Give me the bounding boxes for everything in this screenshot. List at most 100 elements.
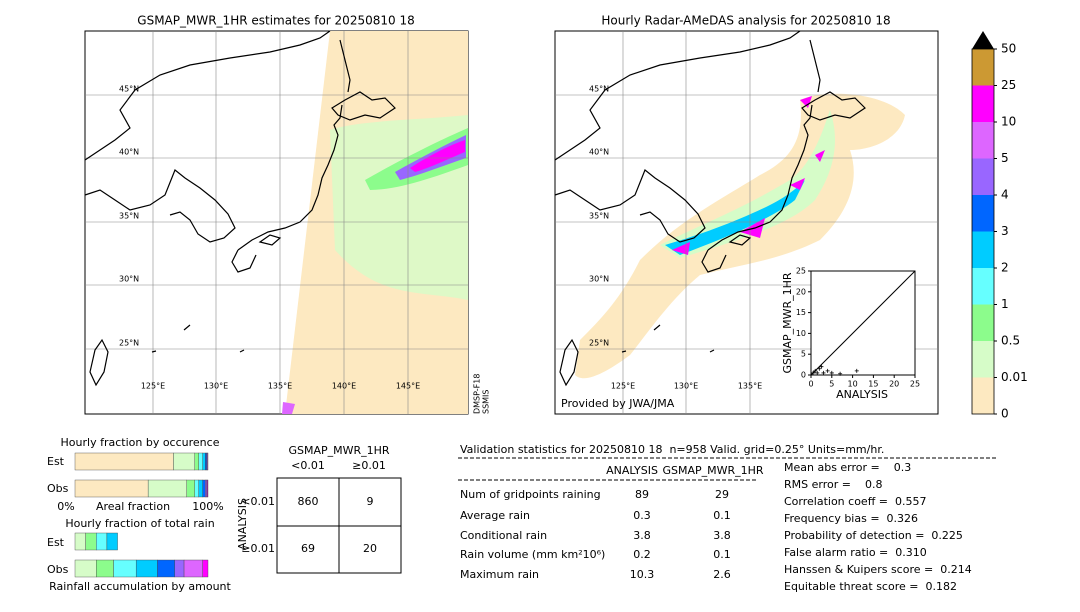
map-title: GSMAP_MWR_1HR estimates for 20250810 18 bbox=[137, 14, 414, 28]
lon-label: 135°E bbox=[268, 382, 292, 391]
fraction-segment bbox=[96, 559, 114, 578]
lon-label: 125°E bbox=[611, 382, 635, 391]
colorbar-segment bbox=[972, 268, 994, 305]
axis-label: Rainfall accumulation by amount bbox=[49, 580, 231, 593]
fraction-segment bbox=[194, 452, 199, 471]
row-label: Maximum rain bbox=[460, 568, 539, 581]
rain-area bbox=[365, 128, 468, 190]
fraction-segment bbox=[202, 559, 209, 578]
colorbar-segment bbox=[972, 195, 994, 232]
row-label: Est bbox=[47, 536, 65, 549]
lat-label: 45°N bbox=[119, 85, 139, 94]
row-label: Obs bbox=[47, 482, 69, 495]
y-tick-label: 10 bbox=[796, 329, 806, 338]
col-header: ANALYSIS bbox=[606, 464, 658, 477]
cell: 860 bbox=[298, 495, 319, 508]
colorbar-segment bbox=[972, 231, 994, 268]
colorbar-label: 3 bbox=[1001, 224, 1009, 238]
fraction-segment bbox=[207, 452, 209, 471]
lon-label: 145°E bbox=[396, 382, 420, 391]
lat-label: 30°N bbox=[589, 275, 609, 284]
scatter-point bbox=[813, 368, 818, 373]
colorbar-extend bbox=[972, 31, 994, 49]
lat-label: 25°N bbox=[589, 339, 609, 348]
row-header: <0.01 bbox=[241, 495, 275, 508]
rain-area bbox=[410, 140, 465, 172]
map-title: Hourly Radar-AMeDAS analysis for 2025081… bbox=[601, 14, 890, 28]
fraction-segment bbox=[174, 559, 185, 578]
row-label: Average rain bbox=[460, 509, 530, 522]
score: Mean abs error = 0.3 bbox=[784, 461, 911, 474]
y-tick-label: 25 bbox=[796, 267, 806, 276]
rain-area bbox=[665, 180, 805, 255]
sensor-label: DMSP-F18 bbox=[473, 374, 482, 414]
x-tick-label: 20 bbox=[889, 380, 899, 389]
axis-label: Areal fraction bbox=[96, 500, 170, 513]
lat-label: 25°N bbox=[119, 339, 139, 348]
value: 3.8 bbox=[713, 529, 731, 542]
colorbar-segment bbox=[972, 122, 994, 159]
axis-label: 100% bbox=[192, 500, 223, 513]
table-title: GSMAP_MWR_1HR bbox=[288, 444, 389, 457]
colorbar-label: 10 bbox=[1001, 115, 1016, 129]
lat-label: 45°N bbox=[589, 85, 609, 94]
fraction-segment bbox=[106, 532, 118, 551]
x-tick-label: 10 bbox=[848, 380, 858, 389]
fraction-segment bbox=[183, 559, 203, 578]
row-label: Obs bbox=[47, 563, 69, 576]
value: 0.3 bbox=[633, 509, 651, 522]
fraction-segment bbox=[202, 479, 206, 498]
score: Hanssen & Kuipers score = 0.214 bbox=[784, 563, 972, 576]
x-tick-label: 0 bbox=[808, 380, 813, 389]
y-tick-label: 15 bbox=[796, 308, 806, 317]
value: 29 bbox=[715, 488, 729, 501]
row-header: ≥0.01 bbox=[241, 542, 275, 555]
fraction-segment bbox=[194, 479, 199, 498]
score: Correlation coeff = 0.557 bbox=[784, 495, 926, 508]
scatter-point bbox=[811, 370, 816, 375]
lon-label: 125°E bbox=[141, 382, 165, 391]
col-header: <0.01 bbox=[291, 459, 325, 472]
fraction-segment bbox=[74, 559, 97, 578]
scatter-point bbox=[817, 366, 822, 371]
row-label: Num of gridpoints raining bbox=[460, 488, 601, 501]
fraction-segment bbox=[186, 479, 195, 498]
row-label: Rain volume (mm km²10⁶) bbox=[460, 548, 605, 561]
colorbar-label: 1 bbox=[1001, 297, 1009, 311]
panel-title: Hourly fraction by occurence bbox=[61, 436, 220, 449]
scatter-point bbox=[815, 370, 820, 375]
y-tick-label: 0 bbox=[801, 371, 806, 380]
fraction-segment bbox=[147, 479, 187, 498]
colorbar-segment bbox=[972, 85, 994, 122]
lat-label: 30°N bbox=[119, 275, 139, 284]
cell: 20 bbox=[363, 542, 377, 555]
fraction-segment bbox=[96, 532, 108, 551]
fraction-segment bbox=[74, 532, 86, 551]
colorbar-segment bbox=[972, 49, 994, 86]
value: 0.1 bbox=[713, 548, 731, 561]
score: False alarm ratio = 0.310 bbox=[784, 546, 927, 559]
contingency-table: GSMAP_MWR_1HR <0.01 ≥0.01 ANALYSIS <0.01… bbox=[236, 444, 402, 574]
col-header: ≥0.01 bbox=[352, 459, 386, 472]
value: 2.6 bbox=[713, 568, 731, 581]
rain-area bbox=[282, 402, 295, 414]
cell: 69 bbox=[301, 542, 315, 555]
fraction-segment bbox=[135, 559, 158, 578]
score: Equitable threat score = 0.182 bbox=[784, 580, 957, 593]
scatter-point bbox=[854, 368, 859, 373]
diagonal bbox=[810, 270, 916, 376]
lat-label: 40°N bbox=[589, 148, 609, 157]
fraction-segment bbox=[113, 559, 137, 578]
cell: 9 bbox=[367, 495, 374, 508]
lat-label: 35°N bbox=[119, 212, 139, 221]
inset-ylabel: GSMAP_MWR_1HR bbox=[781, 272, 794, 373]
lon-label: 140°E bbox=[332, 382, 356, 391]
fraction-segment bbox=[74, 452, 174, 471]
axis-label: 0% bbox=[57, 500, 74, 513]
scatter-point bbox=[821, 370, 826, 375]
score: Probability of detection = 0.225 bbox=[784, 529, 963, 542]
colorbar-label: 25 bbox=[1001, 78, 1016, 92]
value: 0.1 bbox=[713, 509, 731, 522]
y-tick-label: 20 bbox=[796, 287, 806, 296]
